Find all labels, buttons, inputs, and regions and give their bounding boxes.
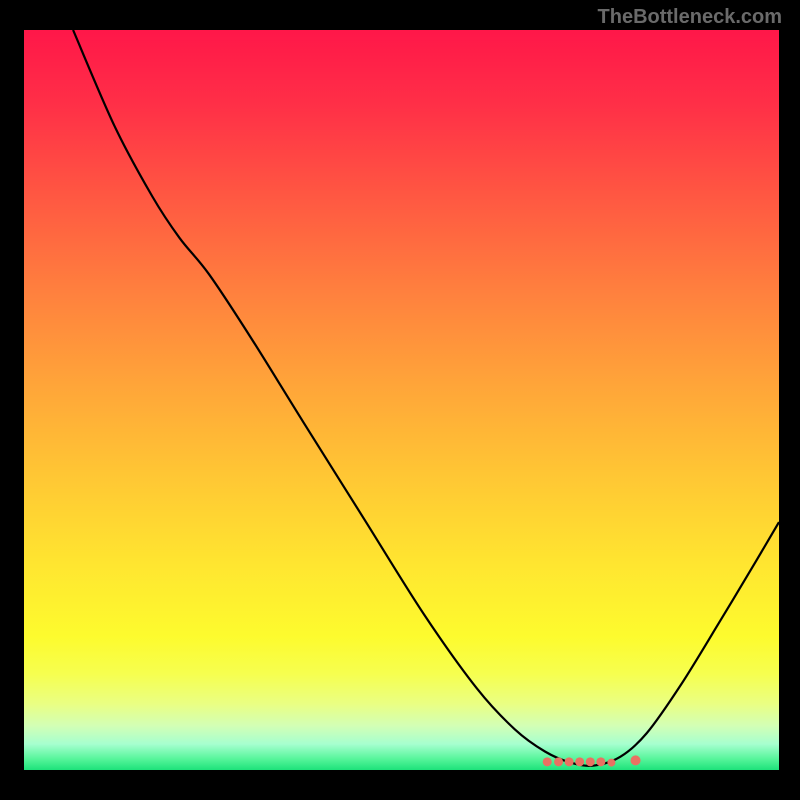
bottleneck-curve bbox=[24, 30, 779, 770]
data-marker bbox=[596, 757, 605, 766]
data-marker bbox=[586, 757, 595, 766]
data-marker bbox=[554, 757, 563, 766]
data-marker bbox=[631, 755, 641, 765]
data-marker bbox=[565, 757, 574, 766]
data-marker bbox=[543, 757, 552, 766]
watermark-text: TheBottleneck.com bbox=[598, 6, 782, 29]
bottleneck-chart bbox=[24, 30, 779, 770]
data-marker bbox=[575, 757, 584, 766]
data-marker bbox=[607, 759, 615, 767]
